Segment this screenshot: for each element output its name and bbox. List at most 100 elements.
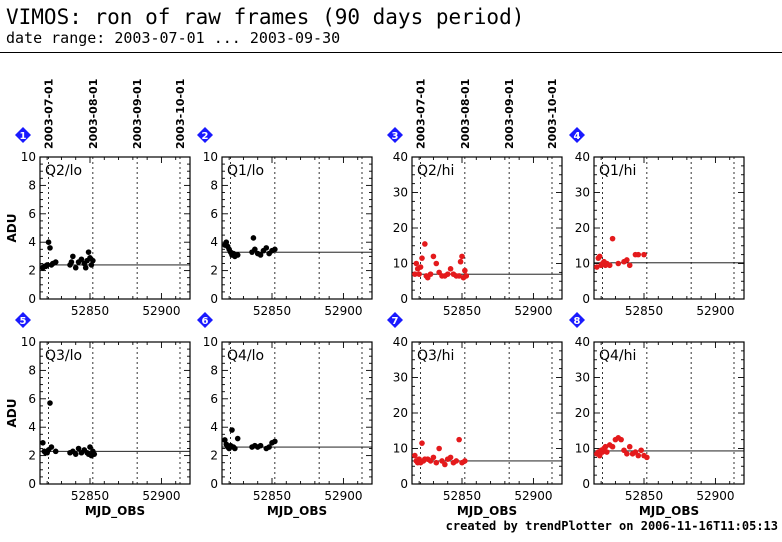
panel-6-x-tick-label: 52850: [253, 489, 291, 503]
panel-7-y-tick-label: 30: [393, 371, 408, 385]
panel-4-data-point: [594, 264, 600, 270]
panel-6-badge-diamond-icon: [197, 312, 213, 328]
credit-footer: created by trendPlotter on 2006-11-16T11…: [445, 519, 778, 533]
panel-4-y-tick-label: 10: [575, 257, 590, 271]
panel-4-data-point: [606, 262, 613, 269]
panel-4-data-point: [635, 251, 642, 258]
panel-5-y-tick-label: 0: [28, 477, 36, 491]
panel-7-quadrant-label: Q3/hi: [417, 348, 454, 364]
panel-7-data-point: [447, 454, 454, 461]
panel-2-data-point: [252, 246, 258, 253]
panel-3-data-point: [417, 264, 424, 270]
panel-6-data-point: [222, 437, 228, 443]
panel-1-data-point: [78, 256, 85, 263]
panel-3-y-tick-label: 10: [393, 257, 408, 271]
panel-5-data-point: [40, 440, 46, 446]
panel-3-date-label: 2003-08-01: [459, 79, 472, 149]
panel-2-badge-diamond-icon: [197, 127, 213, 143]
panel-8-y-tick-label: 30: [575, 371, 590, 385]
panel-1-y-tick-label: 2: [28, 264, 36, 278]
panel-5-data-point: [91, 451, 98, 457]
panel-1-x-tick-label: 52900: [142, 304, 180, 318]
panel-4-y-tick-label: 0: [582, 292, 590, 306]
panel-1-data-point: [45, 239, 52, 245]
panel-1-data-point: [90, 257, 96, 264]
panel-2-y-tick-label: 2: [210, 264, 218, 278]
panel-6-data-point: [257, 442, 264, 449]
panel-3-badge-number: 3: [392, 131, 399, 142]
panel-8-data-point: [602, 443, 609, 450]
panel-7-y-tick-label: 20: [393, 406, 408, 420]
panel-6-y-tick-label: 0: [210, 477, 218, 491]
panel-3-date-label: 2003-10-01: [546, 79, 559, 149]
panel-2-y-tick-label: 8: [210, 178, 218, 192]
panel-8-x-tick-label: 52900: [696, 489, 734, 503]
panel-7-x-axis-label: MJD_OBS: [457, 504, 517, 519]
panel-3-data-point: [457, 258, 464, 265]
panel-6-x-axis-label: MJD_OBS: [267, 504, 327, 519]
page-title: VIMOS: ron of raw frames (90 days period…: [6, 5, 525, 29]
panel-2-data-point: [272, 246, 278, 253]
panel-2-quadrant-label: Q1/lo: [227, 163, 264, 179]
panel-6-quadrant-label: Q4/lo: [227, 348, 264, 364]
panel-7-data-point: [412, 452, 418, 459]
panel-4-data-point: [624, 257, 630, 263]
panel-3-quadrant-label: Q2/hi: [417, 163, 454, 179]
panel-1-badge-diamond-icon: [15, 127, 31, 143]
panel-1-data-point: [44, 262, 50, 268]
panel-5-data-point: [75, 445, 82, 452]
panel-4-data-point: [596, 253, 603, 260]
panel-8-x-tick-label: 52850: [625, 489, 663, 503]
panel-3-data-point: [444, 271, 451, 277]
panel-3-x-tick-label: 52900: [514, 304, 552, 318]
panel-7-data-point: [430, 454, 437, 461]
panel-3-date-label: 2003-09-01: [503, 79, 516, 149]
panel-5-data-point: [47, 400, 53, 406]
panel-1-date-label: 2003-10-01: [174, 79, 187, 149]
panel-8-badge-number: 8: [574, 316, 581, 327]
panel-7-badge-number: 7: [392, 316, 399, 327]
panel-5-data-point: [87, 444, 93, 450]
panel-8-y-tick-label: 0: [582, 477, 590, 491]
panel-3-data-point: [419, 255, 425, 261]
panel-6-data-point: [266, 444, 272, 450]
panel-4-quadrant-label: Q1/hi: [599, 163, 636, 179]
panel-1-y-tick-label: 10: [21, 150, 36, 164]
panel-2-y-tick-label: 6: [210, 207, 218, 221]
panel-4-x-tick-label: 52900: [696, 304, 734, 318]
panel-3-data-point: [433, 260, 440, 267]
panel-1-data-point: [47, 245, 53, 251]
panel-3-data-point: [447, 266, 454, 272]
panel-8-quadrant-label: Q4/hi: [599, 348, 636, 364]
panel-6-data-point: [232, 445, 238, 452]
panel-3-badge-diamond-icon: [387, 127, 403, 143]
panel-3-date-label: 2003-07-01: [415, 79, 428, 149]
panel-5-x-axis-label: MJD_OBS: [85, 504, 145, 519]
panel-2-data-point: [234, 252, 241, 258]
panel-5-y-tick-label: 10: [21, 335, 36, 349]
panel-6-y-tick-label: 6: [210, 392, 218, 406]
panel-8-x-axis-label: MJD_OBS: [639, 504, 699, 519]
panel-1-data-point: [85, 249, 92, 255]
panel-2-x-tick-label: 52900: [324, 304, 362, 318]
panel-8-badge-diamond-icon: [569, 312, 585, 328]
panel-3-data-point: [427, 271, 434, 277]
panel-2-data-point: [257, 252, 264, 258]
panel-3-data-point: [456, 273, 462, 279]
panel-1-x-tick-label: 52850: [71, 304, 109, 318]
panel-2-y-tick-label: 0: [210, 292, 218, 306]
panel-7-data-point: [456, 436, 462, 443]
panel-4-data-point: [626, 262, 633, 269]
panel-3-y-tick-label: 20: [393, 221, 408, 235]
panel-1-y-tick-label: 8: [28, 178, 36, 192]
panel-6-data-point: [272, 438, 278, 445]
panel-4-data-point: [641, 251, 647, 258]
panel-7-x-tick-label: 52850: [443, 489, 481, 503]
panel-6-badge-number: 6: [202, 316, 209, 327]
header-divider: [0, 52, 782, 53]
panel-8-y-tick-label: 40: [575, 335, 590, 349]
panel-5-data-point: [72, 451, 79, 457]
panel-2-x-tick-label: 52850: [253, 304, 291, 318]
panel-1-data-point: [82, 264, 89, 271]
